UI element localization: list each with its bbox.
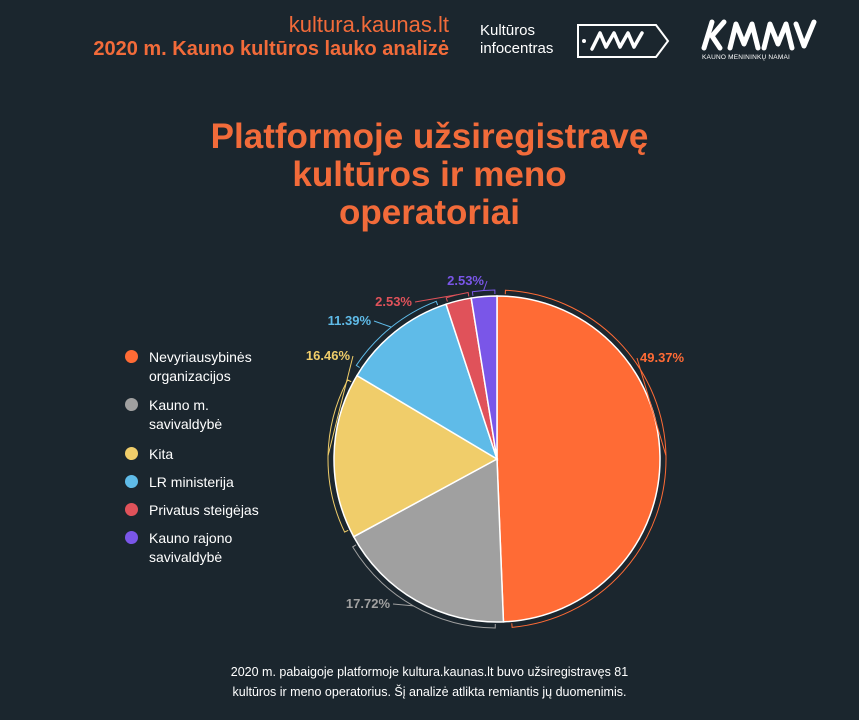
pie-slice bbox=[355, 303, 499, 461]
slice-data-label: 16.46% bbox=[306, 348, 351, 363]
slice-leader-line bbox=[414, 294, 458, 303]
legend-label: Nevyriausybinės organizacijos bbox=[149, 348, 319, 386]
kauno-menininku-namai-logo: KAUNO MENININKŲ NAMAI bbox=[700, 18, 820, 66]
legend-swatch bbox=[125, 475, 138, 488]
legend-label-line: Kauno rajono bbox=[149, 530, 233, 546]
kulturos-infocentras-logo: Kultūros infocentras bbox=[480, 22, 670, 62]
legend-label-line: Kauno m. bbox=[149, 397, 209, 413]
legend-label: Kauno m. savivaldybė bbox=[149, 396, 319, 434]
legend-label: Privatus steigėjas bbox=[149, 501, 319, 520]
slice-leader-line bbox=[636, 357, 667, 456]
logo-infocentras-line1: Kultūros bbox=[480, 22, 536, 39]
footer-line1: 2020 m. pabaigoje platformoje kultura.ka… bbox=[230, 665, 629, 679]
chart-title-line3: operatoriai bbox=[339, 193, 520, 232]
legend-label-line: Nevyriausybinės bbox=[149, 349, 252, 365]
chart-title-line1: Platformoje užsiregistravę bbox=[210, 117, 649, 156]
pie-slice bbox=[470, 295, 498, 460]
logo-infocentras-line2: infocentras bbox=[480, 40, 554, 57]
legend-label-line: Privatus steigėjas bbox=[149, 502, 259, 518]
chart-title-line2: kultūros ir meno bbox=[292, 155, 567, 194]
kmn-logo-caption: KAUNO MENININKŲ NAMAI bbox=[702, 54, 790, 61]
legend-label: LR ministerija bbox=[149, 473, 319, 492]
slice-bracket bbox=[471, 289, 496, 296]
slice-data-label: 2.53% bbox=[447, 273, 484, 288]
kmn-logo-mark-icon bbox=[701, 19, 817, 51]
legend-label-line: savivaldybė bbox=[149, 416, 223, 432]
slice-data-label: 2.53% bbox=[375, 294, 412, 309]
footer-line2: kultūros ir meno operatorius. Šį analizė… bbox=[232, 685, 627, 699]
slice-data-label: 17.72% bbox=[346, 596, 391, 611]
legend-swatch bbox=[125, 350, 138, 363]
legend-swatch bbox=[125, 398, 138, 411]
legend-label-line: savivaldybė bbox=[149, 549, 223, 565]
legend-swatch bbox=[125, 503, 138, 516]
footer-note: 2020 m. pabaigoje platformoje kultura.ka… bbox=[0, 662, 859, 702]
slice-data-label: 49.37% bbox=[640, 350, 685, 365]
slice-leader-line bbox=[327, 355, 354, 456]
legend-label-line: Kita bbox=[149, 446, 174, 462]
chart-title: Platformoje užsiregistravę kultūros ir m… bbox=[0, 118, 859, 232]
legend-label: Kauno rajono savivaldybė bbox=[149, 529, 319, 567]
pie-slice bbox=[352, 457, 505, 623]
infocentras-tag-icon bbox=[577, 24, 670, 58]
pie-slice bbox=[496, 295, 661, 623]
slice-leader-line bbox=[373, 320, 392, 328]
slice-leader-line bbox=[483, 280, 488, 291]
legend-label: Kita bbox=[149, 445, 319, 464]
legend-label-line: LR ministerija bbox=[149, 474, 234, 490]
legend-swatch bbox=[125, 531, 138, 544]
legend-swatch bbox=[125, 447, 138, 460]
header-site: kultura.kaunas.lt bbox=[288, 12, 449, 37]
pie-slice bbox=[333, 374, 499, 538]
slice-leader-line bbox=[392, 603, 414, 607]
legend-label-line: organizacijos bbox=[149, 368, 231, 384]
slice-data-label: 11.39% bbox=[328, 313, 372, 328]
header-title: 2020 m. Kauno kultūros lauko analizė bbox=[93, 38, 449, 60]
